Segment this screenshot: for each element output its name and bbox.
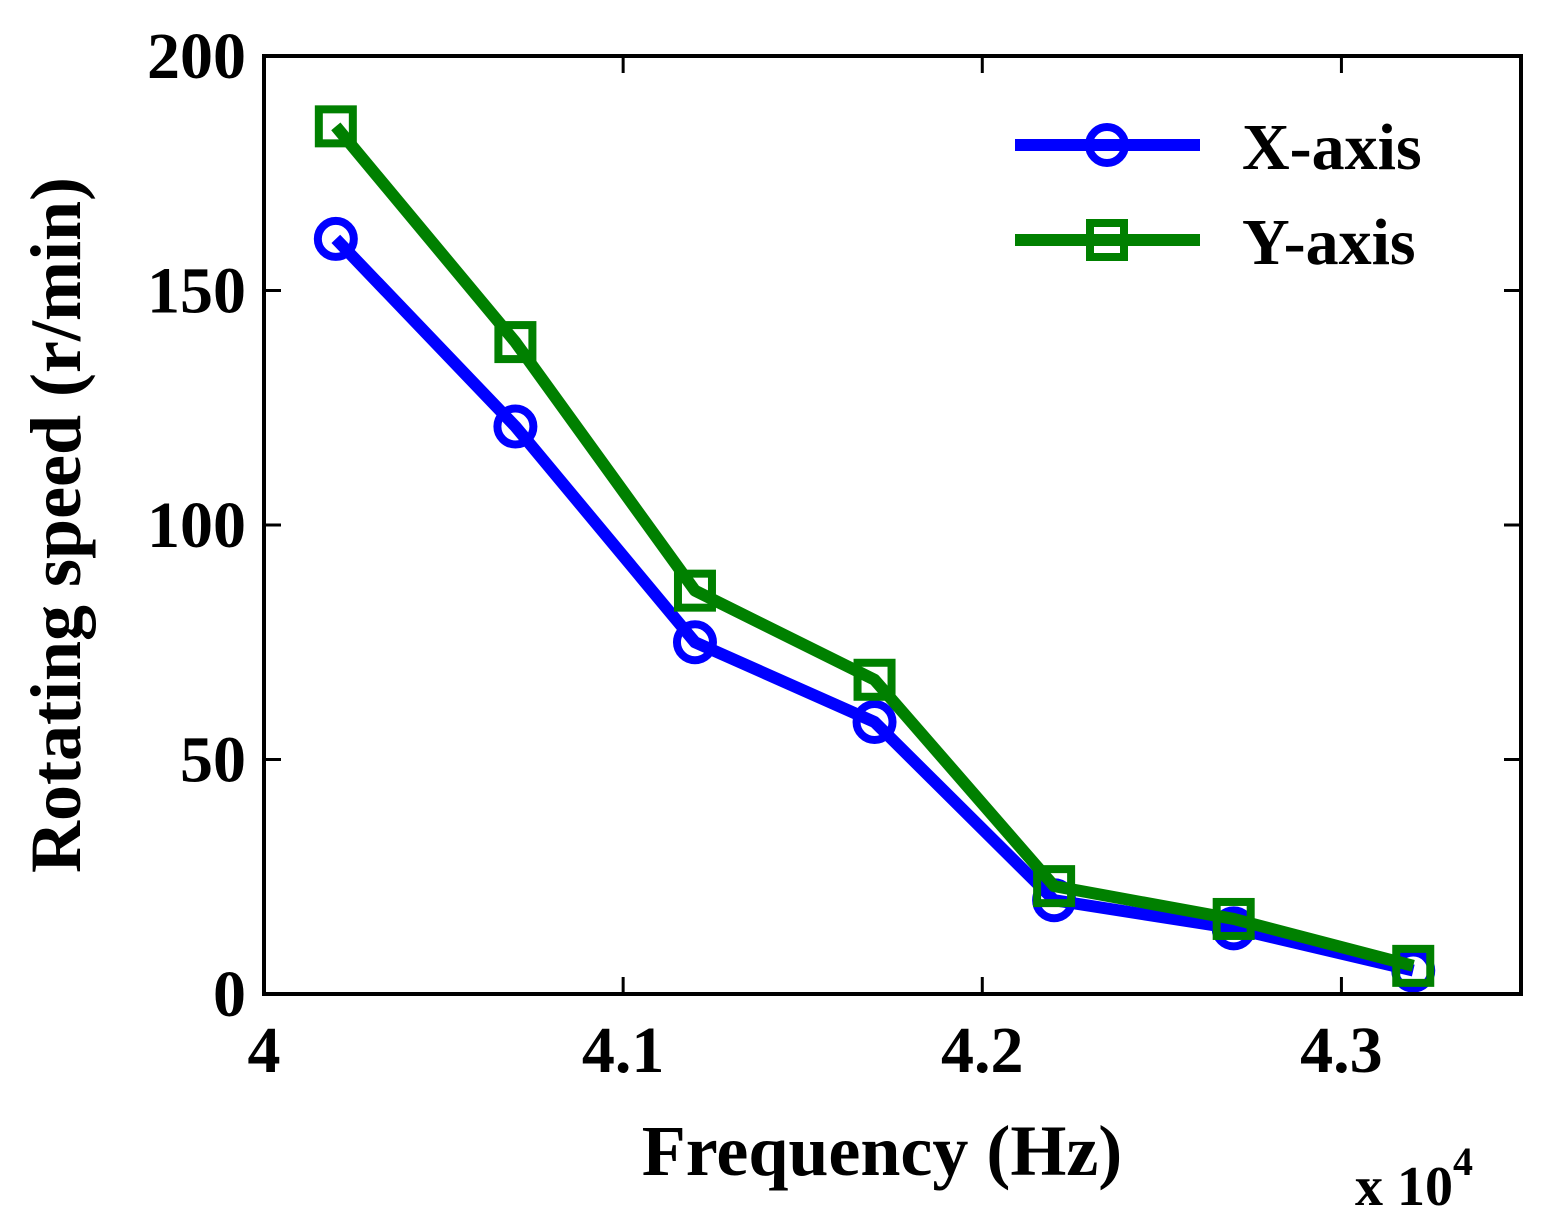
legend-label: Y-axis bbox=[1242, 206, 1416, 279]
y-tick-label: 200 bbox=[147, 20, 246, 93]
y-tick-label: 100 bbox=[147, 489, 246, 562]
x-tick-label: 4 bbox=[248, 1014, 281, 1087]
data-point-marker bbox=[1033, 865, 1076, 908]
x-tick-label: 4.3 bbox=[1300, 1014, 1383, 1087]
series-layer bbox=[313, 105, 1436, 993]
legend: X-axis Y-axis bbox=[1015, 111, 1422, 279]
data-point-marker bbox=[494, 321, 537, 364]
legend-item-x-axis: X-axis bbox=[1015, 111, 1422, 184]
data-point-marker bbox=[1212, 897, 1255, 940]
x-multiplier-exponent: 4 bbox=[1453, 1139, 1473, 1184]
y-tick-label: 50 bbox=[180, 724, 246, 797]
x-tick-label: 4.2 bbox=[941, 1014, 1024, 1087]
data-point-marker bbox=[314, 105, 357, 148]
ticks-layer bbox=[262, 54, 1521, 996]
series-y-axis bbox=[314, 105, 1435, 987]
data-point-marker bbox=[493, 404, 538, 449]
labels-layer: 4 4.1 4.2 4.3 0 50 100 150 200 bbox=[147, 20, 1383, 1087]
legend-marker bbox=[1085, 123, 1129, 167]
x-multiplier-base: x 10 bbox=[1355, 1156, 1453, 1218]
data-point-marker bbox=[853, 658, 896, 701]
data-point-marker bbox=[673, 569, 716, 612]
x-axis-title: Frequency (Hz) bbox=[642, 1111, 1123, 1191]
plot-frame bbox=[262, 54, 1523, 996]
data-point-marker bbox=[852, 699, 897, 744]
data-point-marker bbox=[1392, 944, 1435, 987]
data-point-marker bbox=[672, 620, 717, 665]
y-axis-title: Rotating speed (r/min) bbox=[16, 177, 96, 873]
series-line bbox=[331, 122, 1415, 972]
data-point-marker bbox=[313, 216, 358, 261]
series-line bbox=[331, 234, 1415, 977]
legend-marker bbox=[1086, 219, 1128, 261]
legend-label: X-axis bbox=[1242, 111, 1422, 184]
x-multiplier-label: x 104 bbox=[1355, 1139, 1473, 1218]
series-x-axis bbox=[313, 216, 1436, 993]
y-tick-label: 0 bbox=[213, 958, 246, 1031]
legend-item-y-axis: Y-axis bbox=[1015, 206, 1416, 279]
x-tick-label: 4.1 bbox=[582, 1014, 665, 1087]
y-tick-label: 150 bbox=[147, 255, 246, 328]
